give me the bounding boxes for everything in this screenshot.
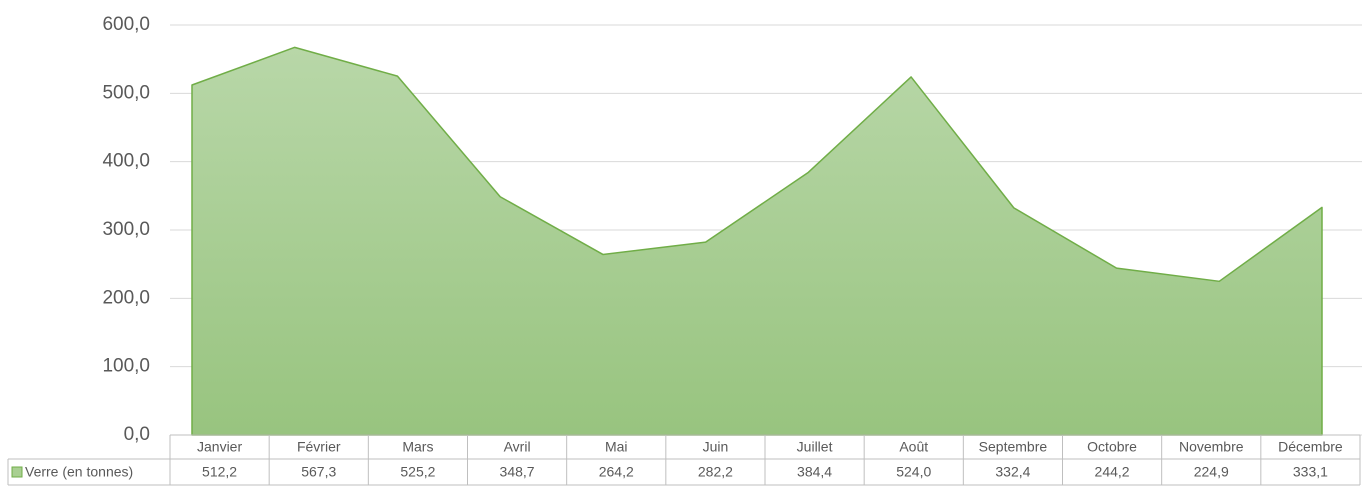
category-label: Mai [605, 439, 628, 455]
area [191, 46, 1323, 436]
value-label: 512,2 [202, 464, 237, 480]
y-tick-label: 300,0 [102, 219, 150, 240]
value-label: 282,2 [698, 464, 733, 480]
category-label: Novembre [1179, 439, 1244, 455]
value-label: 384,4 [797, 464, 832, 480]
category-label: Février [297, 439, 341, 455]
value-label: 567,3 [301, 464, 336, 480]
value-label: 333,1 [1293, 464, 1328, 480]
y-tick-label: 400,0 [102, 151, 150, 172]
y-tick-label: 100,0 [102, 356, 150, 377]
legend-label: Verre (en tonnes) [25, 464, 133, 480]
category-label: Juillet [797, 439, 833, 455]
category-label: Juin [703, 439, 729, 455]
category-label: Octobre [1087, 439, 1137, 455]
value-label: 332,4 [995, 464, 1030, 480]
category-label: Décembre [1278, 439, 1343, 455]
y-tick-label: 500,0 [102, 82, 150, 103]
value-label: 264,2 [599, 464, 634, 480]
y-tick-label: 200,0 [102, 287, 150, 308]
value-label: 525,2 [400, 464, 435, 480]
category-label: Août [899, 439, 928, 455]
y-tick-label: 0,0 [124, 424, 150, 445]
value-label: 524,0 [896, 464, 931, 480]
category-label: Mars [402, 439, 433, 455]
category-label: Avril [504, 439, 531, 455]
category-label: Septembre [979, 439, 1048, 455]
value-label: 348,7 [500, 464, 535, 480]
category-label: Janvier [197, 439, 242, 455]
y-tick-label: 600,0 [102, 14, 150, 35]
value-label: 224,9 [1194, 464, 1229, 480]
value-label: 244,2 [1095, 464, 1130, 480]
legend-key [11, 466, 23, 478]
